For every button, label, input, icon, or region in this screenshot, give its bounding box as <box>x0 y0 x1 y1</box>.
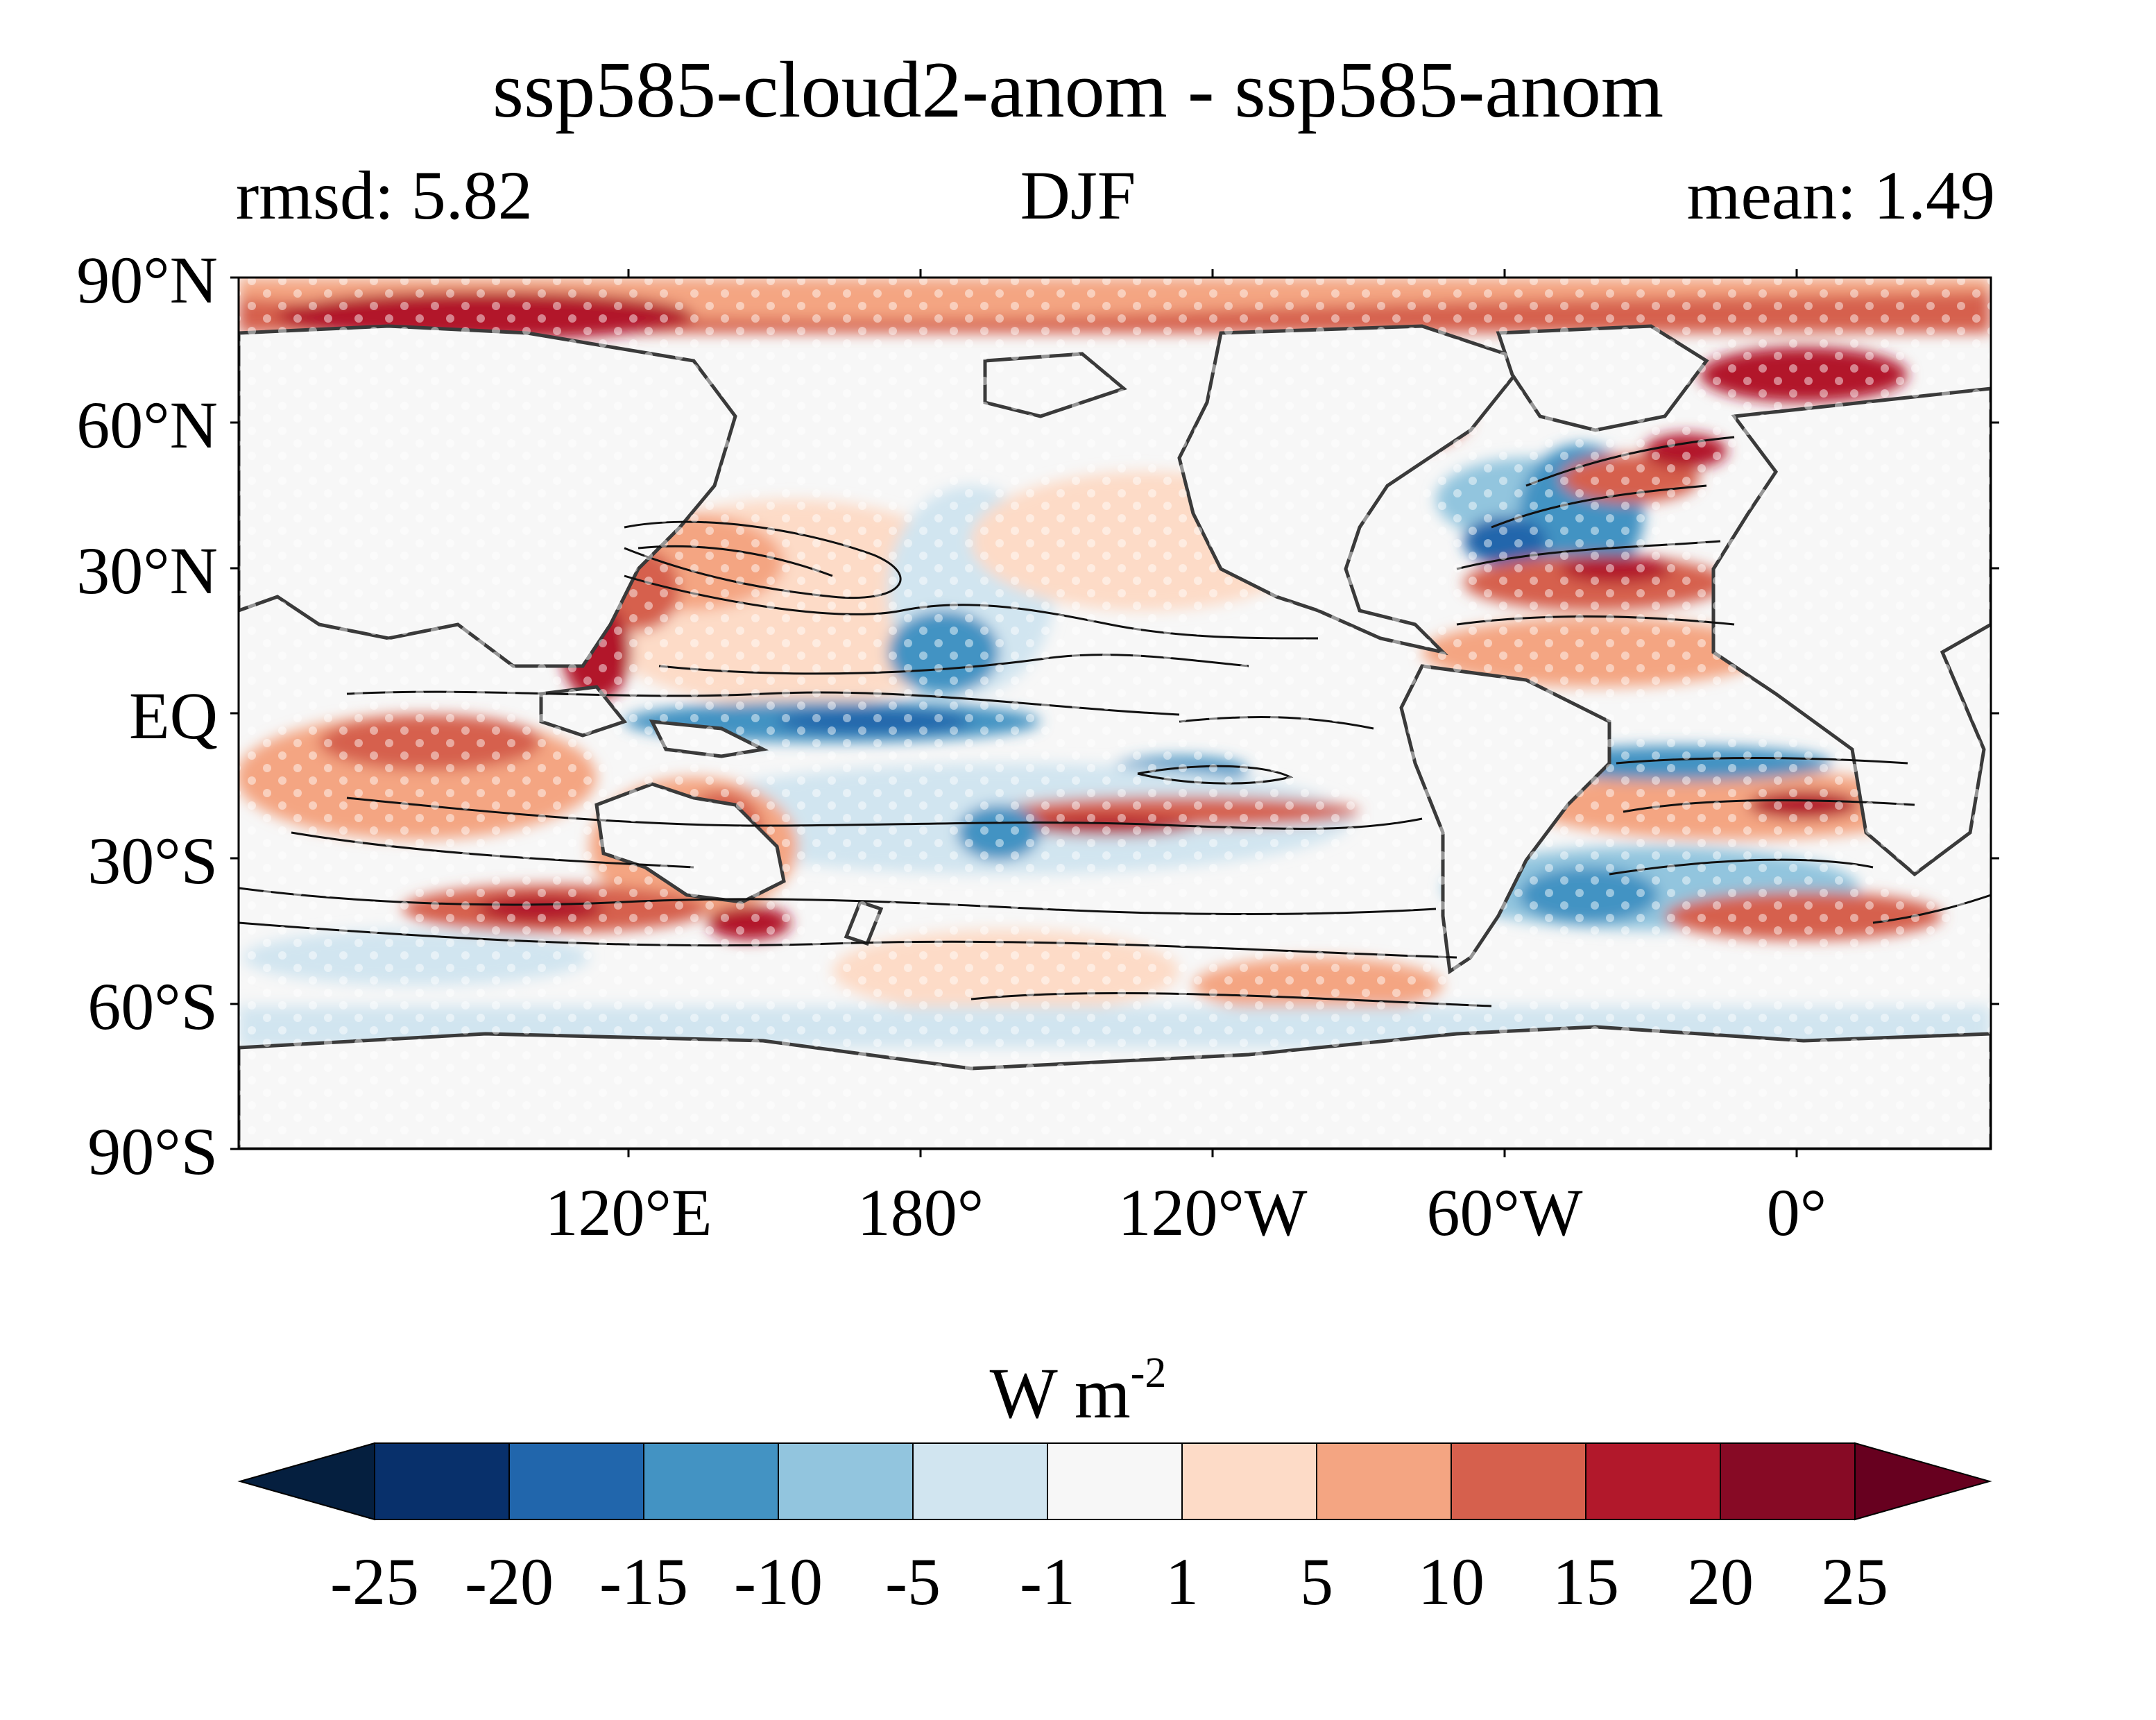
colorbar-tick-label: -25 <box>330 1544 419 1619</box>
colorbar-extend-high <box>1854 1442 1992 1521</box>
colorbar-segment <box>912 1442 1048 1520</box>
colorbar-tick-label: 5 <box>1300 1544 1333 1619</box>
colorbar-tick-label: 10 <box>1418 1544 1485 1619</box>
colorbar-tick-label: 20 <box>1687 1544 1754 1619</box>
colorbar <box>237 1442 1992 1521</box>
colorbar-tick-label: 1 <box>1165 1544 1199 1619</box>
lat-label-90n: 90°N <box>76 243 218 317</box>
mean-label: mean: 1.49 <box>1686 157 1995 234</box>
lon-label-60w: 60°W <box>1426 1175 1583 1250</box>
colorbar-units-exponent: -2 <box>1130 1349 1167 1397</box>
colorbar-segment <box>1451 1442 1586 1520</box>
colorbar-segment <box>374 1442 510 1520</box>
lat-label-90s: 90°S <box>87 1114 218 1189</box>
lat-label-60n: 60°N <box>76 388 218 462</box>
colorbar-segment <box>1181 1442 1317 1520</box>
map-ticks <box>230 269 1999 1157</box>
significance-stippling <box>239 278 1991 1149</box>
colorbar-segment <box>1720 1442 1856 1520</box>
colorbar-segment <box>508 1442 644 1520</box>
colorbar-segment <box>1585 1442 1721 1520</box>
lat-label-30n: 30°N <box>76 534 218 608</box>
lon-label-180: 180° <box>857 1175 984 1250</box>
colorbar-tick-label: -15 <box>599 1544 688 1619</box>
lon-label-120e: 120°E <box>545 1175 712 1250</box>
colorbar-extend-low <box>237 1442 375 1521</box>
lon-label-0: 0° <box>1766 1175 1827 1250</box>
colorbar-units-main: W m <box>989 1354 1131 1433</box>
rmsd-label: rmsd: 5.82 <box>236 157 533 234</box>
colorbar-segment <box>1316 1442 1452 1520</box>
colorbar-tick-label: -1 <box>1020 1544 1075 1619</box>
colorbar-units-label: W m-2 <box>0 1352 2156 1430</box>
colorbar-segment <box>1047 1442 1183 1520</box>
colorbar-tick-label: -5 <box>885 1544 941 1619</box>
colorbar-segment <box>778 1442 914 1520</box>
plot-title: ssp585-cloud2-anom - ssp585-anom <box>492 46 1664 135</box>
colorbar-tick-label: -20 <box>465 1544 554 1619</box>
lat-label-eq: EQ <box>129 679 218 753</box>
lon-label-120w: 120°W <box>1118 1175 1308 1250</box>
lat-label-60s: 60°S <box>87 969 218 1044</box>
lat-label-30s: 30°S <box>87 824 218 898</box>
map-panel <box>239 278 1991 1149</box>
colorbar-tick-label: -10 <box>734 1544 823 1619</box>
colorbar-tick-label: 25 <box>1822 1544 1888 1619</box>
colorbar-tick-label: 15 <box>1552 1544 1619 1619</box>
colorbar-segment <box>643 1442 779 1520</box>
season-label: DJF <box>1020 157 1136 234</box>
